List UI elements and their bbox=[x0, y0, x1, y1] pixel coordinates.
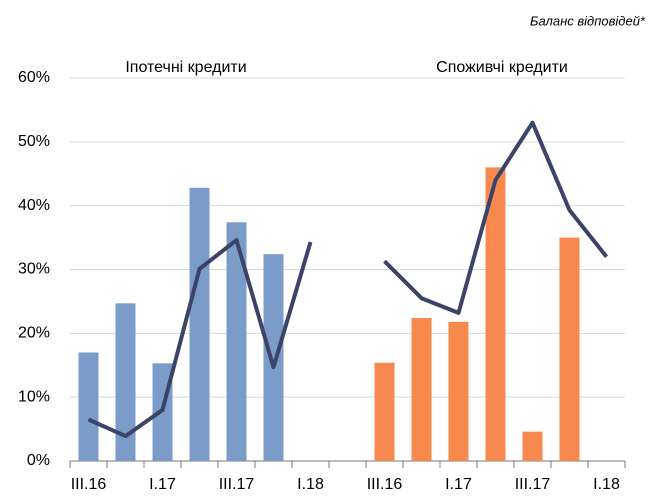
x-tick-label: III.17 bbox=[515, 476, 551, 493]
bar bbox=[448, 321, 469, 461]
x-tick-label: I.17 bbox=[149, 476, 176, 493]
bar bbox=[411, 318, 432, 461]
x-tick-label: I.17 bbox=[445, 476, 472, 493]
bar bbox=[485, 167, 506, 461]
bar bbox=[115, 303, 136, 461]
y-tick-label: 30% bbox=[18, 261, 50, 278]
line bbox=[383, 120, 609, 315]
y-tick-label: 10% bbox=[18, 388, 50, 405]
annotation: Споживчі кредити bbox=[436, 59, 568, 76]
bar bbox=[226, 222, 247, 461]
y-tick-label: 20% bbox=[18, 325, 50, 342]
x-tick-label: III.16 bbox=[71, 476, 107, 493]
x-tick-label: III.16 bbox=[367, 476, 403, 493]
bar bbox=[263, 254, 284, 461]
bar bbox=[522, 431, 543, 461]
line bbox=[87, 238, 313, 439]
bar bbox=[78, 352, 99, 461]
y-tick-label: 0% bbox=[27, 452, 50, 469]
chart-subtitle: Баланс відповідей* bbox=[530, 13, 646, 28]
bar bbox=[189, 187, 210, 461]
x-tick-label: III.17 bbox=[219, 476, 255, 493]
y-tick-label: 60% bbox=[18, 69, 50, 86]
x-tick-label: I.18 bbox=[593, 476, 620, 493]
bar bbox=[559, 237, 580, 461]
y-tick-label: 40% bbox=[18, 197, 50, 214]
y-tick-label: 50% bbox=[18, 133, 50, 150]
x-tick-label: I.18 bbox=[297, 476, 324, 493]
bar bbox=[374, 362, 395, 461]
annotation: Іпотечні кредити bbox=[125, 59, 246, 76]
